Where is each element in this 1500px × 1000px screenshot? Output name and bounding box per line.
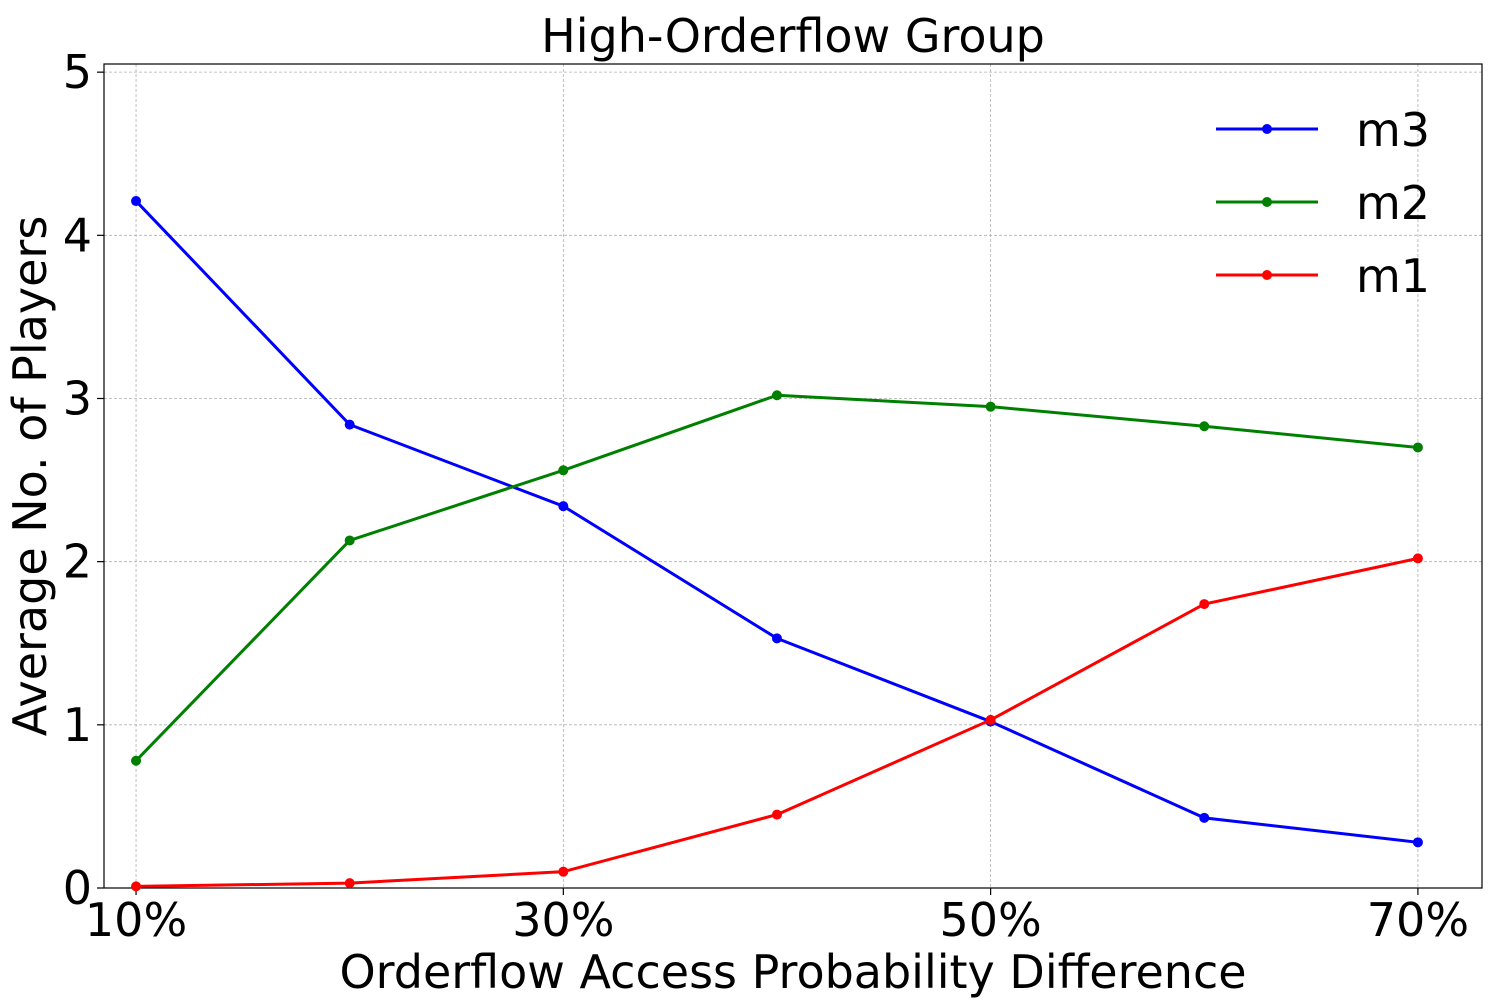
data-point-m2 <box>1199 421 1210 432</box>
y-axis-label: Average No. of Players <box>3 216 57 737</box>
legend-marker <box>1262 197 1272 207</box>
data-point-m1 <box>1412 553 1423 564</box>
y-axis: 0 1 2 3 4 5 <box>63 45 104 915</box>
legend-marker <box>1262 124 1272 134</box>
series-m3 <box>131 196 1423 848</box>
data-point-m3 <box>1199 812 1210 823</box>
series-m2 <box>131 390 1423 766</box>
data-point-m2 <box>344 535 355 546</box>
y-tick-label: 3 <box>63 371 92 425</box>
legend-item-m1: m1 <box>1216 249 1430 303</box>
data-point-m3 <box>131 196 142 207</box>
data-point-m1 <box>344 878 355 889</box>
legend-label: m1 <box>1356 249 1430 303</box>
series-group <box>131 196 1423 892</box>
y-tick-label: 2 <box>63 535 92 589</box>
data-point-m2 <box>131 755 142 766</box>
y-tick-label: 4 <box>63 208 92 262</box>
gridlines <box>104 64 1482 889</box>
data-point-m1 <box>771 809 782 820</box>
data-point-m2 <box>558 465 569 476</box>
y-tick-label: 5 <box>63 45 92 99</box>
data-point-m1 <box>558 866 569 877</box>
y-tick-label: 1 <box>63 698 92 752</box>
x-tick-label: 50% <box>939 893 1041 947</box>
data-point-m1 <box>131 881 142 892</box>
data-point-m1 <box>1199 599 1210 610</box>
data-point-m2 <box>771 390 782 401</box>
legend-item-m3: m3 <box>1216 103 1430 157</box>
data-point-m3 <box>558 501 569 512</box>
legend-item-m2: m2 <box>1216 176 1430 230</box>
data-point-m2 <box>985 401 996 412</box>
series-m1 <box>131 553 1423 892</box>
legend-marker <box>1262 270 1272 280</box>
x-axis-label: Orderflow Access Probability Difference <box>339 945 1246 999</box>
legend: m3 m2 m1 <box>1216 103 1430 303</box>
data-point-m1 <box>985 714 996 725</box>
x-tick-label: 70% <box>1367 893 1469 947</box>
plot-frame <box>103 63 1483 889</box>
data-point-m3 <box>771 633 782 644</box>
legend-label: m3 <box>1356 103 1430 157</box>
x-axis: 10% 30% 50% 70% <box>85 888 1469 947</box>
data-point-m3 <box>344 419 355 430</box>
x-tick-label: 10% <box>85 893 187 947</box>
data-point-m3 <box>1412 837 1423 848</box>
legend-label: m2 <box>1356 176 1430 230</box>
x-tick-label: 30% <box>512 893 614 947</box>
data-point-m2 <box>1412 442 1423 453</box>
y-tick-label: 0 <box>63 861 92 915</box>
chart-title: High-Orderflow Group <box>541 9 1045 63</box>
